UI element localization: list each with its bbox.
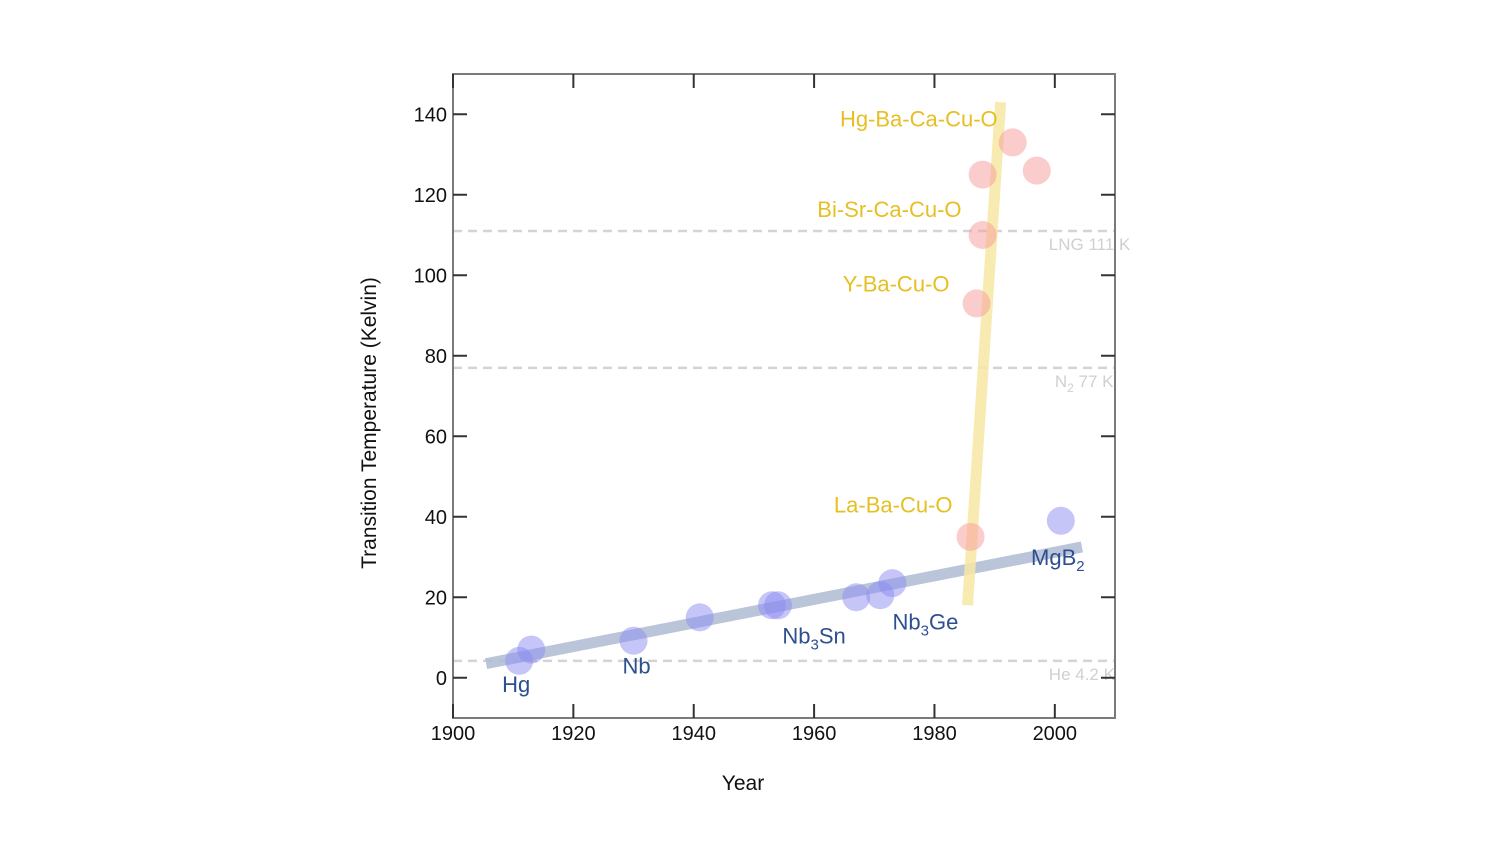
annotation-label: Nb3Sn (782, 624, 845, 654)
annotation-label: Nb (622, 654, 650, 679)
annotation-label: Bi-Sr-Ca-Cu-O (817, 197, 961, 222)
annotation-label: Nb3Ge (893, 609, 959, 639)
x-tick-label: 1920 (551, 723, 596, 745)
y-axis-label: Transition Temperature (Kelvin) (358, 277, 381, 569)
x-tick-label: 1980 (912, 723, 957, 745)
y-tick-label: 100 (414, 265, 447, 287)
data-point (1046, 506, 1075, 535)
annotation-label: La-Ba-Cu-O (834, 493, 953, 518)
cuprate-trend (962, 101, 1007, 606)
data-point (619, 626, 648, 655)
axes: 1900 1920 1940 1960 1980 2000 0 20 40 60 80 100 120 1… (414, 73, 1116, 745)
y-tick-label: 140 (414, 104, 447, 126)
x-axis-label: Year (722, 772, 764, 795)
y-tick-label: 40 (425, 507, 447, 529)
data-point (968, 221, 997, 249)
x-tick-label: 2000 (1033, 723, 1078, 745)
data-point (968, 160, 997, 189)
data-point (763, 591, 792, 620)
data-point (842, 583, 871, 612)
data-points (505, 128, 1075, 675)
data-point (956, 522, 985, 551)
y-tick-label: 80 (425, 346, 447, 368)
reference-lines: LNG 111 K N2 77 K He 4.2 K (453, 229, 1131, 684)
y-tick-label: 0 (436, 668, 447, 690)
y-tick-label: 60 (425, 426, 447, 448)
annotation-label: Hg-Ba-Ca-Cu-O (840, 106, 998, 131)
data-point (998, 128, 1027, 157)
annotation-label: MgB2 (1031, 545, 1085, 575)
reference-line-label: LNG 111 K (1049, 235, 1131, 254)
y-tick-label: 120 (414, 185, 447, 207)
data-point (685, 603, 714, 632)
x-tick-label: 1960 (792, 723, 837, 745)
reference-line-label: N2 77 K (1055, 372, 1114, 395)
x-tick-label: 1940 (671, 723, 716, 745)
y-tick-label: 20 (425, 587, 447, 609)
data-point (878, 569, 907, 598)
trend-lines (485, 101, 1083, 670)
reference-line-label: He 4.2 K (1049, 665, 1116, 684)
data-point (517, 635, 546, 664)
data-point (1022, 156, 1051, 185)
plot-frame (452, 73, 1116, 719)
annotation-label: Hg (502, 672, 530, 697)
data-point (962, 289, 991, 318)
x-tick-label: 1900 (431, 723, 476, 745)
annotation-label: Y-Ba-Cu-O (843, 271, 950, 296)
